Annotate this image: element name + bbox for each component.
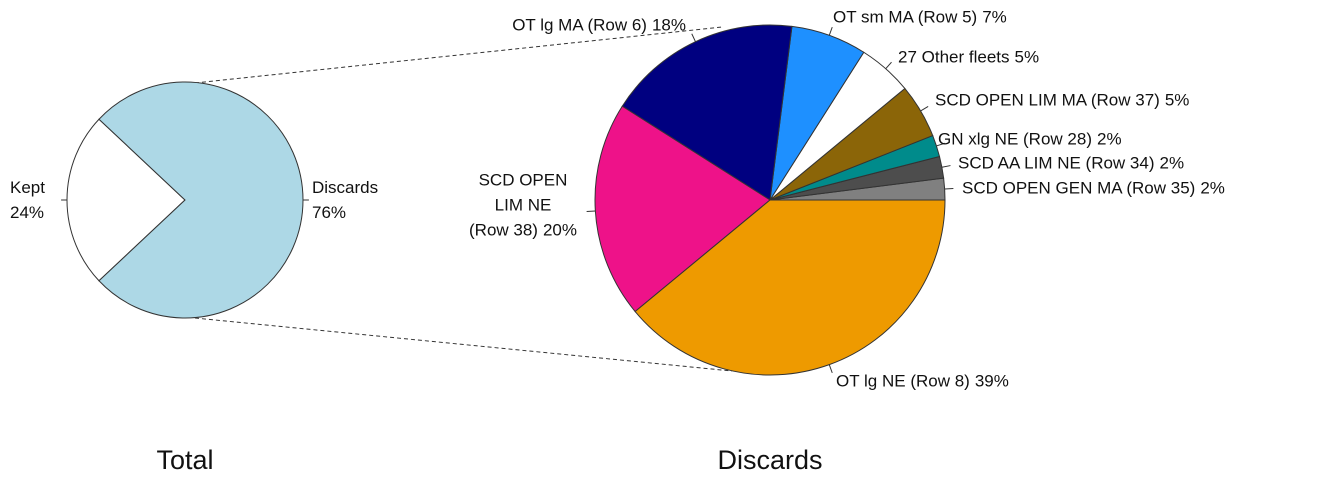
leader-line (936, 142, 945, 147)
slice-name: SCD OPEN GEN MA (Row 35) (962, 178, 1196, 198)
slice-value: 20% (542, 220, 577, 240)
slice-value: 5% (1164, 90, 1190, 110)
slice-label: SCD OPEN LIM MA (Row 37) 5% (935, 88, 1189, 113)
pie-slice (621, 24, 793, 201)
slice-value: 76% (312, 203, 347, 222)
chart-title: Discards (717, 445, 823, 475)
slice-name: Discards (312, 178, 379, 197)
pie-slice (634, 199, 946, 376)
slice-value: 2% (1200, 178, 1225, 198)
slice-value: 39% (974, 371, 1009, 391)
leader-line (691, 33, 696, 42)
slice-label: SCD AA LIM NE (Row 34) 2% (958, 151, 1184, 176)
leader-line (885, 61, 892, 70)
slice-name: OT sm MA (Row 5) (833, 7, 978, 27)
slice-label: SCD OPEN GEN MA (Row 35) 2% (962, 176, 1225, 201)
slice-value: 18% (651, 15, 686, 35)
slice-value: 2% (1096, 129, 1122, 149)
slice-value: 7% (982, 7, 1007, 27)
slice-label: OT sm MA (Row 5) 7% (833, 5, 1007, 30)
leader-line (828, 26, 833, 36)
slice-name: SCD OPEN LIM NE (Row 38) (469, 170, 568, 240)
connector (194, 317, 733, 372)
slice-value: 24% (10, 203, 45, 222)
leader-line (828, 364, 833, 374)
slice-label: SCD OPEN LIM NE (Row 38) 20% (469, 168, 577, 243)
slice-value: 2% (1159, 153, 1185, 173)
slice-name: 27 Other fleets (898, 47, 1010, 67)
leader-line (941, 165, 951, 168)
slice-value: 5% (1014, 47, 1040, 67)
slice-name: GN xlg NE (Row 28) (938, 129, 1092, 149)
slice-name: Kept (10, 178, 45, 197)
slice-label: OT lg MA (Row 6) 18% (512, 13, 686, 38)
pie-slice (594, 105, 771, 313)
slice-name: OT lg MA (Row 6) (512, 15, 647, 35)
slice-name: SCD OPEN LIM MA (Row 37) (935, 90, 1160, 110)
chart-title: Total (156, 445, 214, 475)
slice-label: 27 Other fleets 5% (898, 45, 1039, 70)
slice-name: SCD AA LIM NE (Row 34) (958, 153, 1155, 173)
slice-name: OT lg NE (Row 8) (836, 371, 970, 391)
slice-label: Discards 76% (312, 175, 378, 225)
connector (194, 26, 723, 84)
slice-label: OT lg NE (Row 8) 39% (836, 369, 1009, 394)
slice-label: Kept 24% (10, 175, 45, 225)
leader-line (944, 187, 954, 190)
pie-slice (98, 81, 304, 319)
leader-line (586, 210, 596, 213)
leader-line (920, 106, 929, 112)
slice-label: GN xlg NE (Row 28) 2% (938, 127, 1122, 152)
